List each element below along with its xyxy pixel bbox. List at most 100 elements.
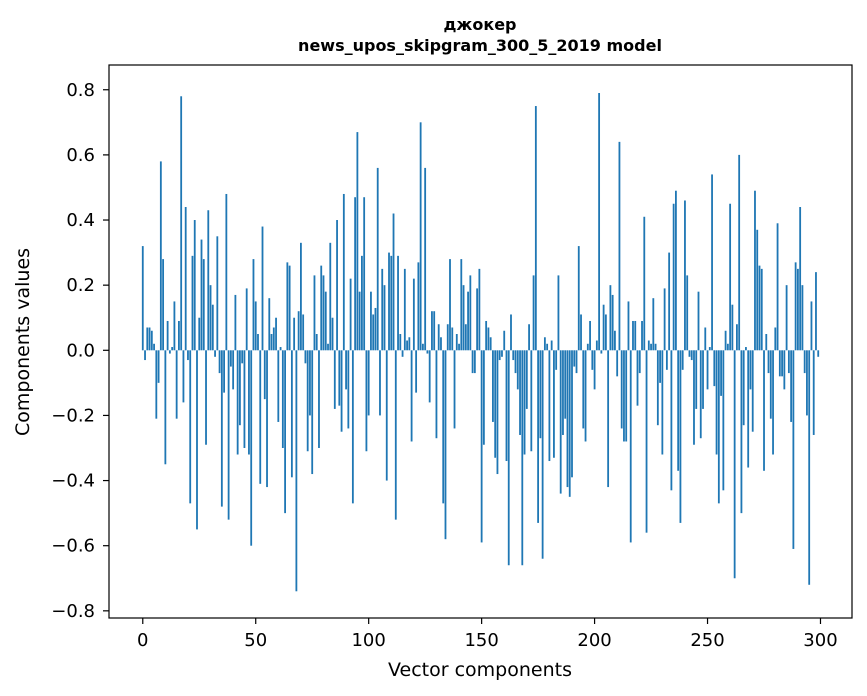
y-axis-label: Components values [12, 248, 34, 436]
bar [550, 340, 553, 351]
x-tick-label: 100 [351, 630, 385, 651]
bar [248, 350, 250, 455]
bar [327, 343, 329, 351]
bar [562, 350, 564, 435]
y-tick-label: −0.4 [51, 471, 95, 492]
bar [421, 343, 424, 351]
bar [467, 291, 469, 351]
bar [591, 350, 594, 370]
bar [589, 320, 591, 351]
bar [627, 301, 630, 351]
bar [675, 190, 677, 351]
x-tick-label: 200 [577, 630, 611, 651]
bar [293, 317, 296, 351]
bar [329, 242, 332, 351]
bar [720, 350, 722, 396]
bar [229, 350, 232, 367]
bar [223, 350, 225, 393]
bar [745, 347, 747, 351]
bar [342, 193, 345, 351]
bar [726, 343, 729, 351]
bar [295, 350, 298, 592]
bar [272, 327, 275, 351]
bar [243, 350, 246, 448]
bar [702, 350, 704, 409]
bar [383, 285, 386, 351]
x-tick-label: 50 [244, 630, 267, 651]
bar [806, 350, 808, 416]
bar [469, 275, 472, 351]
bar [266, 350, 268, 488]
bar [171, 347, 174, 351]
bar [557, 275, 560, 351]
bar [225, 193, 228, 351]
bar [656, 350, 659, 426]
bar [641, 320, 643, 351]
x-axis-ticks: 0 50 100 150 200 250 300 [137, 618, 838, 651]
bar [426, 350, 429, 354]
bar [245, 288, 248, 351]
y-tick-label: −0.2 [51, 405, 95, 426]
bar [390, 255, 393, 351]
bar [602, 304, 605, 351]
bar [693, 350, 695, 445]
bar [600, 350, 603, 354]
bar [647, 340, 650, 351]
bar [370, 291, 372, 351]
bar [670, 350, 673, 491]
bar [351, 350, 354, 504]
bar [665, 350, 668, 370]
bar [315, 334, 318, 351]
y-tick-label: 0.0 [66, 340, 95, 361]
bar [756, 229, 759, 351]
bar [214, 350, 216, 357]
bar [510, 314, 512, 351]
bar [532, 275, 535, 351]
bar [575, 350, 578, 374]
bar [643, 216, 646, 351]
bar [196, 350, 198, 530]
bar [507, 350, 510, 566]
bar [476, 288, 479, 351]
bar [322, 275, 325, 351]
bar [708, 347, 711, 351]
plot-frame [108, 64, 853, 619]
bar [279, 347, 282, 351]
bar [162, 259, 165, 351]
bar [715, 350, 718, 455]
bar [638, 350, 641, 374]
bar [412, 278, 415, 351]
bar [722, 350, 725, 491]
bar [205, 350, 207, 445]
bar [783, 350, 786, 390]
bar [482, 350, 485, 445]
bar [555, 350, 558, 370]
bar [677, 350, 680, 471]
bar [318, 350, 320, 448]
bar [157, 350, 160, 383]
y-tick-label: 0.8 [66, 80, 95, 101]
bar [521, 350, 524, 566]
bar [785, 285, 788, 351]
bar [817, 350, 820, 357]
bar [541, 350, 544, 559]
bar [178, 320, 180, 351]
bar [609, 285, 612, 351]
bar [257, 334, 259, 351]
bar [198, 317, 201, 351]
bar [356, 132, 359, 351]
bar [379, 350, 381, 416]
bar [354, 197, 357, 351]
bar [345, 350, 347, 390]
bar [731, 304, 734, 351]
bar [146, 327, 149, 351]
bar [175, 350, 178, 419]
bar [336, 220, 338, 351]
bar [239, 350, 241, 426]
bar [537, 350, 540, 523]
bar [218, 350, 221, 374]
bar [263, 350, 266, 400]
bar [568, 350, 571, 497]
bar [184, 207, 187, 351]
